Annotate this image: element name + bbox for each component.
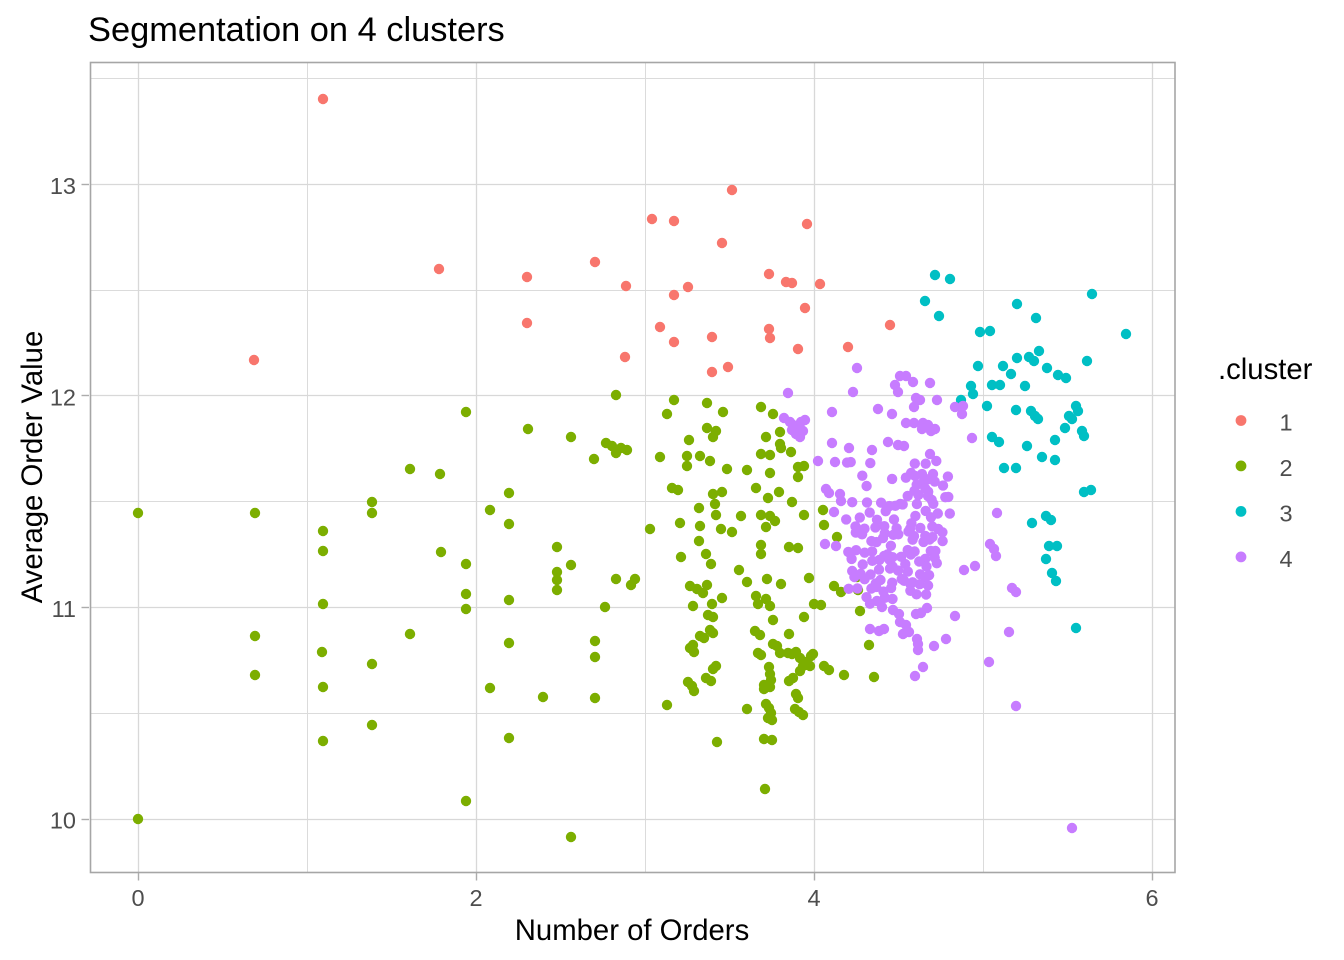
svg-text:4: 4: [807, 885, 820, 911]
svg-text:12: 12: [50, 385, 76, 411]
svg-text:2: 2: [469, 885, 482, 911]
svg-text:10: 10: [50, 808, 76, 834]
svg-text:4: 4: [1279, 546, 1292, 572]
svg-text:Number of Orders: Number of Orders: [515, 914, 749, 947]
svg-text:6: 6: [1145, 885, 1158, 911]
svg-text:.cluster: .cluster: [1218, 353, 1313, 386]
svg-text:11: 11: [52, 596, 76, 622]
svg-text:3: 3: [1279, 501, 1292, 527]
svg-text:Segmentation on 4 clusters: Segmentation on 4 clusters: [88, 11, 505, 49]
svg-text:2: 2: [1279, 455, 1292, 481]
svg-text:Average Order Value: Average Order Value: [16, 331, 49, 604]
svg-text:13: 13: [50, 173, 76, 199]
svg-text:0: 0: [131, 885, 144, 911]
svg-text:1: 1: [1279, 410, 1292, 436]
